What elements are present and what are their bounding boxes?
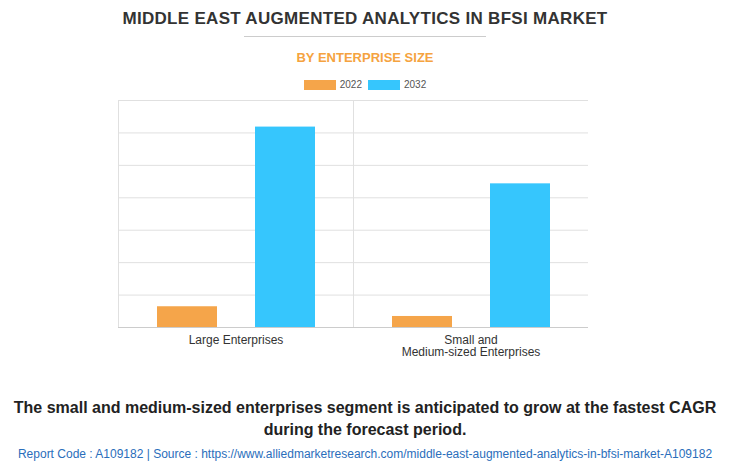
html-text:2022: 2022 xyxy=(339,79,362,90)
html-text:MIDDLE EAST AUGMENTED ANALYTIC: MIDDLE EAST AUGMENTED ANALYTICS IN BFSI … xyxy=(122,9,608,28)
svg-text:Small andMedium-sized Enterpri: Small andMedium-sized Enterprises xyxy=(402,333,541,359)
html-text:BY ENTERPRISE SIZE: BY ENTERPRISE SIZE xyxy=(296,50,434,65)
html-text:2032: 2032 xyxy=(404,79,427,90)
svg-text:Large Enterprises: Large Enterprises xyxy=(189,333,284,347)
html-text:Report Code : A109182 | Source: Report Code : A109182 | Source : https:/… xyxy=(17,447,713,461)
html-text:The small and medium-sized ent: The small and medium-sized enterprises s… xyxy=(13,399,717,438)
